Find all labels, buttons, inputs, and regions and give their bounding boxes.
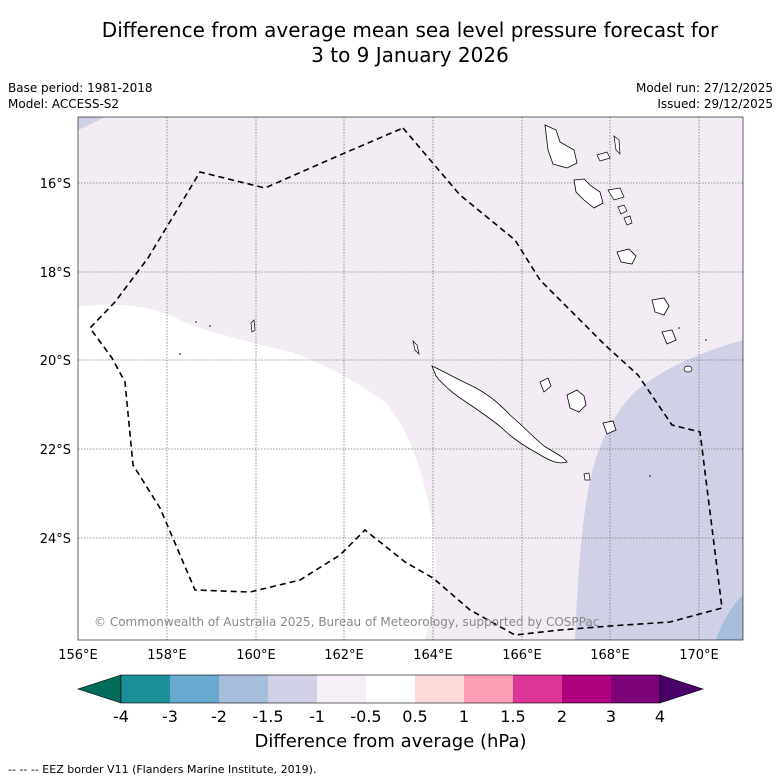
colorbar-cell — [170, 675, 219, 703]
colorbar-tick-label: -4 — [113, 707, 129, 726]
pentecost-island — [613, 135, 621, 155]
colorbar-tick-label: -1 — [309, 707, 325, 726]
colorbar-tick-label: 0.5 — [402, 707, 427, 726]
lon-label-156e: 156°E — [58, 648, 98, 663]
anomaly-negative-region — [575, 340, 743, 640]
colorbar-cell — [562, 675, 611, 703]
lon-label-164e: 164°E — [413, 648, 453, 663]
lon-label-168e: 168°E — [590, 648, 630, 663]
colorbar-extend-high — [659, 674, 704, 704]
colorbar-tick-label: -1.5 — [252, 707, 283, 726]
lon-labels: 156°E 158°E 160°E 162°E 164°E 166°E 168°… — [58, 648, 719, 663]
eez-legend-text: -- -- -- EEZ border V11 (Flanders Marine… — [8, 763, 317, 776]
espiritu-santo-island — [544, 124, 578, 169]
lon-label-160e: 160°E — [236, 648, 276, 663]
chart-title: Difference from average mean sea level p… — [0, 18, 781, 68]
copyright-text: © Commonwealth of Australia 2025, Bureau… — [94, 615, 599, 629]
colorbar-tick-label: 1 — [459, 707, 469, 726]
anomaly-negative-corner — [78, 117, 105, 130]
colorbar-tick-label: -3 — [162, 707, 178, 726]
base-period-text: Base period: 1981-2018 — [8, 81, 153, 95]
colorbar-cell — [611, 675, 660, 703]
gridlines — [78, 117, 743, 640]
epi-island — [617, 204, 628, 215]
lon-label-158e: 158°E — [147, 648, 187, 663]
colorbar-tick-label: 2 — [557, 707, 567, 726]
lat-labels: 16°S 18°S 20°S 22°S 24°S — [40, 177, 71, 547]
colorbar-tick-label: -2 — [211, 707, 227, 726]
lat-label-20s: 20°S — [40, 354, 71, 369]
reef-dot — [705, 339, 707, 341]
ambrym-island — [607, 187, 625, 201]
reef-dot — [195, 321, 197, 323]
reef-dot — [179, 353, 181, 355]
meta-right: Model run: 27/12/2025 Issued: 29/12/2025 — [636, 80, 773, 112]
chesterfield-reef — [250, 319, 256, 333]
ouvea-island — [539, 377, 552, 393]
reef-dot — [649, 475, 651, 477]
colorbar — [77, 674, 704, 704]
colorbar-cell — [121, 675, 170, 703]
efate-island — [616, 248, 637, 265]
reef-dot — [209, 325, 211, 327]
colorbar-cell — [219, 675, 268, 703]
maewo-island — [596, 151, 611, 162]
lon-label-170e: 170°E — [679, 648, 719, 663]
belep-island — [412, 339, 420, 356]
mare-island — [602, 420, 617, 435]
colorbar-cell — [268, 675, 317, 703]
colorbar-tick-label: 4 — [655, 707, 665, 726]
lat-label-18s: 18°S — [40, 266, 71, 281]
lat-label-24s: 24°S — [40, 532, 71, 547]
colorbar-cell — [366, 675, 415, 703]
reef-dot — [678, 327, 680, 329]
colorbar-cell — [513, 675, 562, 703]
malekula-island — [573, 178, 604, 209]
colorbar-cell — [415, 675, 464, 703]
lifou-island — [566, 389, 587, 413]
shepherd-island — [623, 215, 633, 226]
lon-label-166e: 166°E — [502, 648, 542, 663]
colorbar-title: Difference from average (hPa) — [254, 731, 527, 752]
erromango-island — [651, 297, 670, 316]
title-line-2: 3 to 9 January 2026 — [311, 43, 509, 67]
colorbar-tick-label: 1.5 — [500, 707, 525, 726]
isle-of-pines — [583, 472, 591, 481]
lon-label-162e: 162°E — [324, 648, 364, 663]
aneityum-island — [683, 365, 693, 373]
issued-text: Issued: 29/12/2025 — [657, 97, 773, 111]
colorbar-labels: -4 -3 -2 -1.5 -1 -0.5 0.5 1 1.5 2 3 4 — [113, 707, 665, 726]
colorbar-tick-label: -0.5 — [350, 707, 381, 726]
anomaly-strong-negative-region — [716, 595, 743, 640]
model-text: Model: ACCESS-S2 — [8, 97, 120, 111]
map-area — [78, 117, 743, 640]
meta-left: Base period: 1981-2018 Model: ACCESS-S2 — [8, 80, 153, 112]
new-caledonia-island — [431, 365, 568, 464]
tanna-island — [661, 329, 677, 345]
colorbar-tick-label: 3 — [606, 707, 616, 726]
lat-label-16s: 16°S — [40, 177, 71, 192]
colorbar-cell — [464, 675, 513, 703]
lat-label-22s: 22°S — [40, 443, 71, 458]
title-line-1: Difference from average mean sea level p… — [101, 18, 719, 42]
map-frame — [77, 116, 744, 641]
colorbar-frame — [120, 674, 661, 704]
colorbar-extend-low — [77, 674, 122, 704]
colorbar-cell — [317, 675, 366, 703]
eez-border — [88, 127, 723, 636]
model-run-text: Model run: 27/12/2025 — [635, 81, 773, 95]
